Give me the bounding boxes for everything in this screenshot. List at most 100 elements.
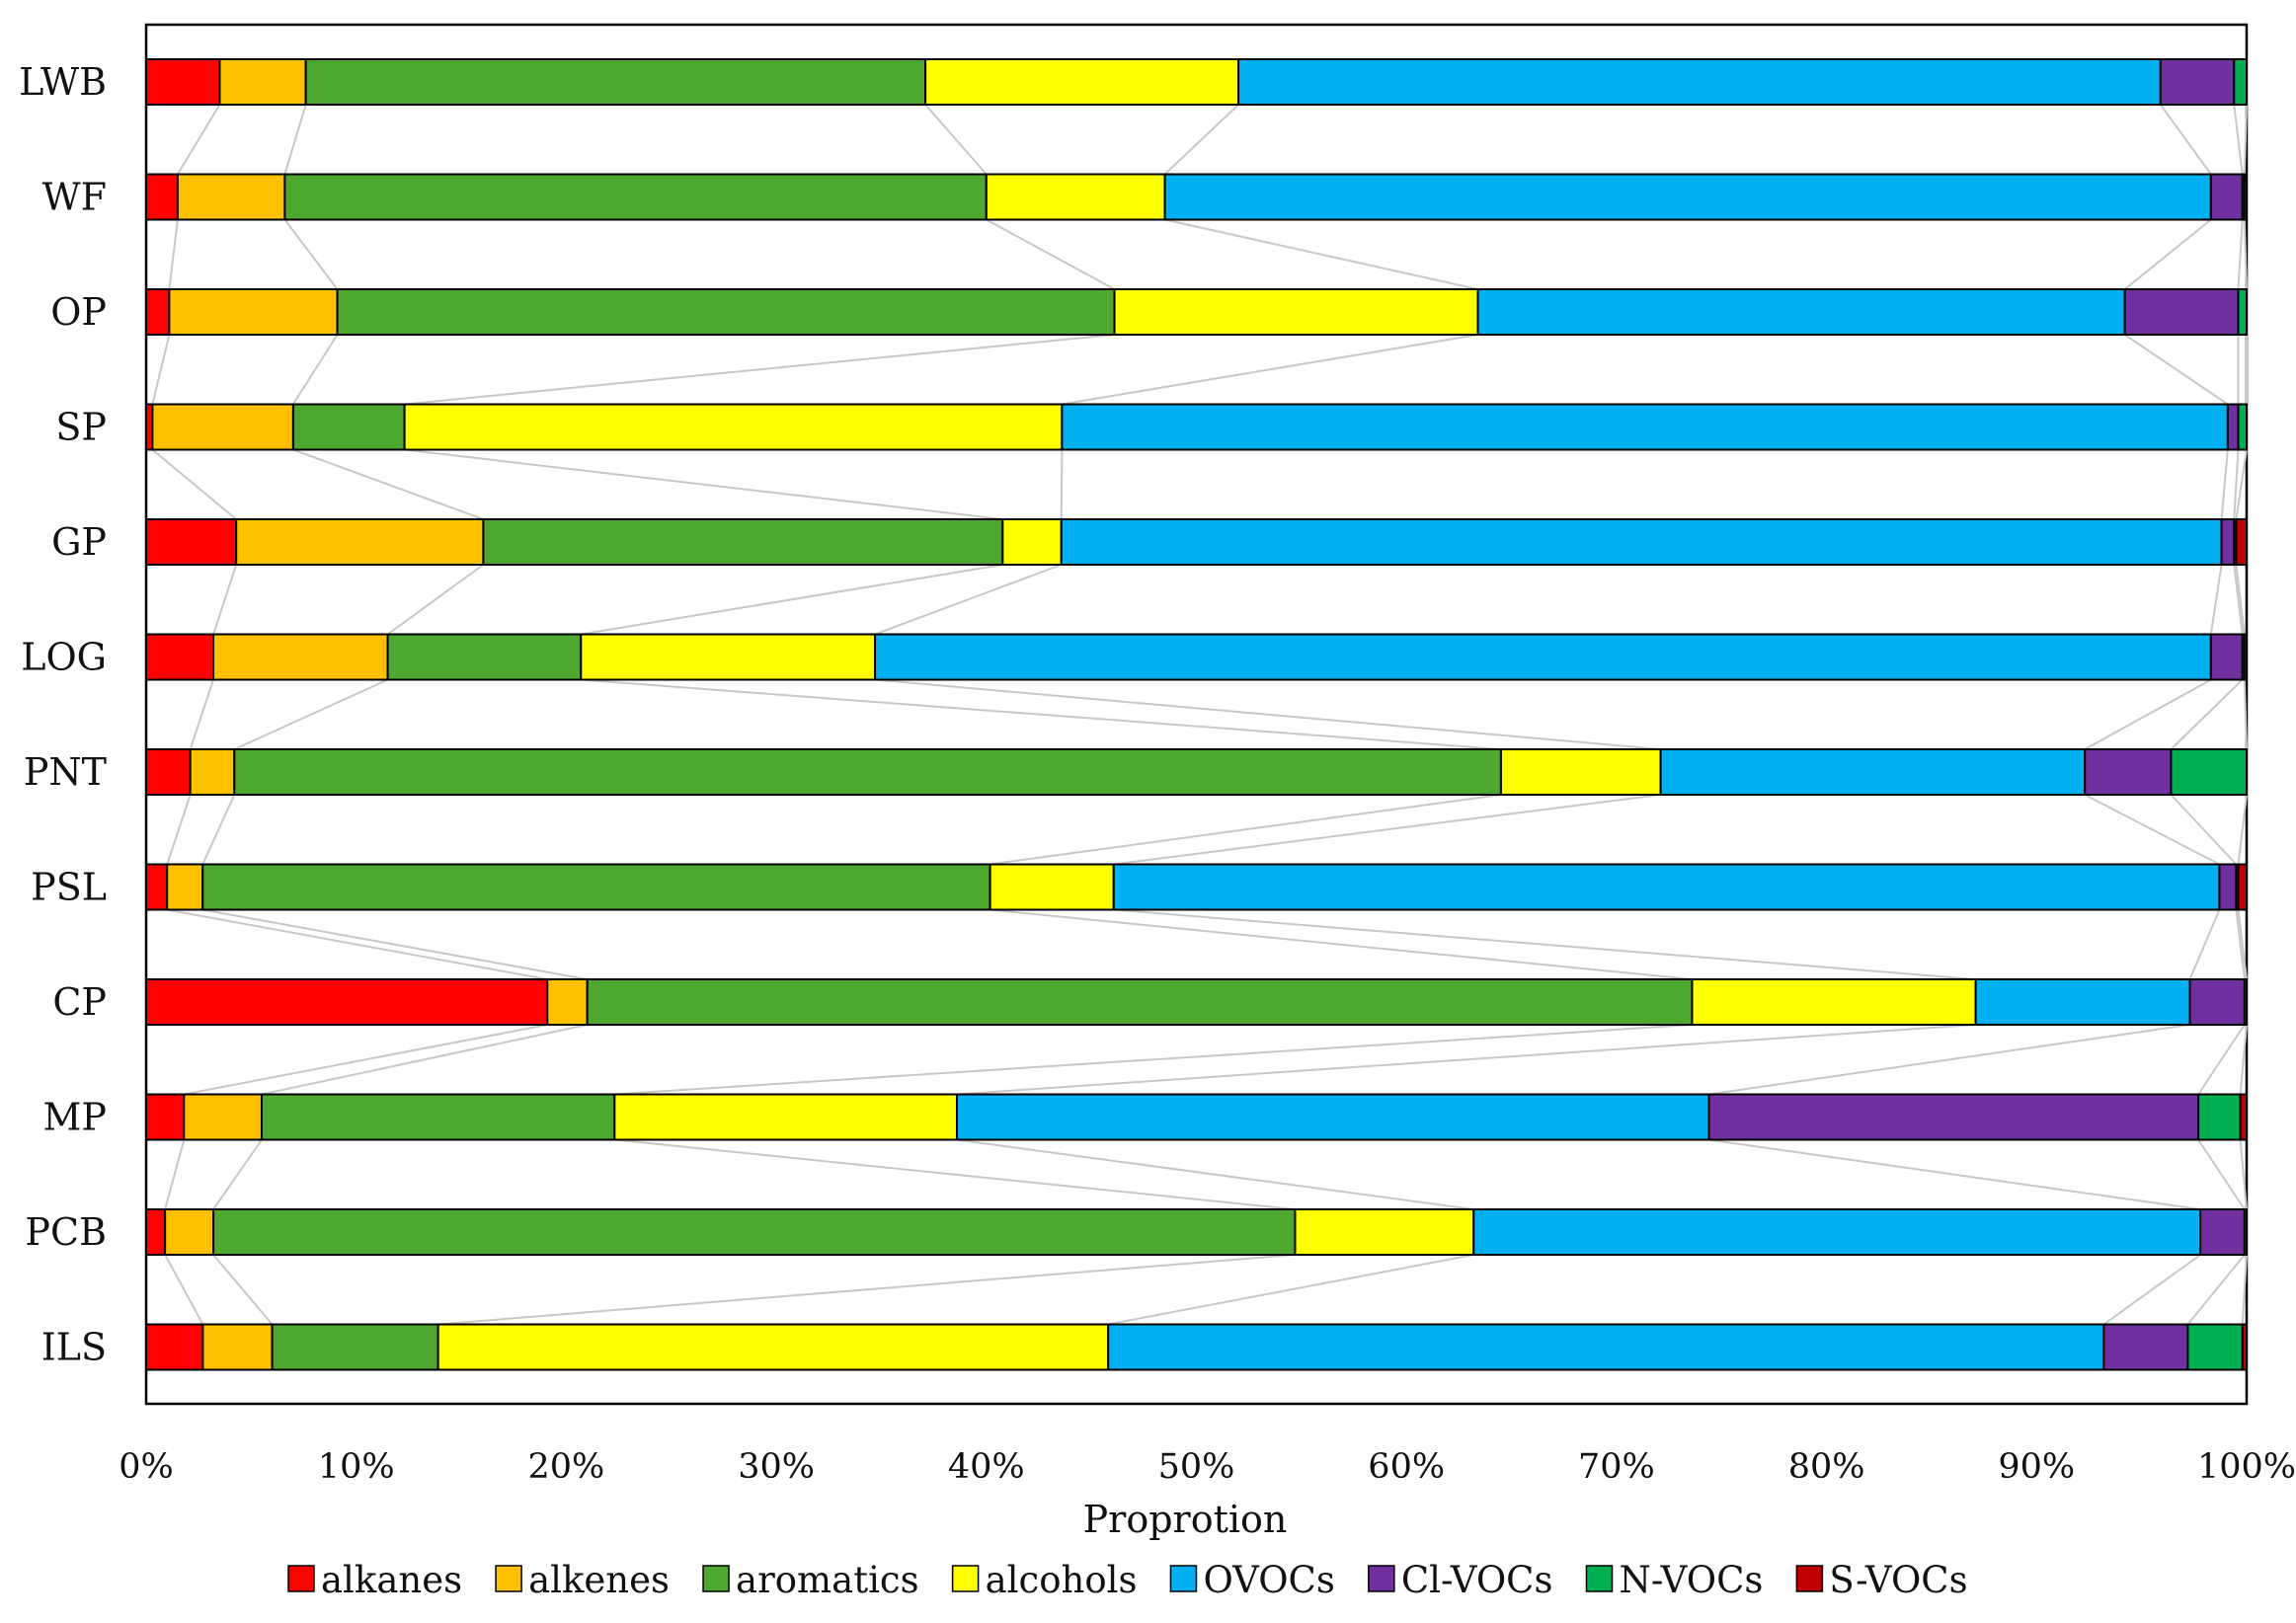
connector-line	[2239, 1024, 2248, 1095]
connector-line	[1708, 1138, 2201, 1210]
category-label-pcb: PCB	[25, 1210, 107, 1254]
x-tick-label: 50%	[1158, 1447, 1235, 1487]
connector-line	[437, 1254, 1296, 1326]
bar-segment-log-cl-vocs	[2209, 633, 2244, 681]
bar-segment-wf-cl-vocs	[2209, 173, 2244, 221]
connector-line	[2159, 104, 2212, 176]
bar-segment-gp-s-vocs	[2235, 518, 2248, 566]
bar-segment-lwb-alkanes	[145, 58, 221, 106]
category-label-lwb: LWB	[19, 60, 107, 104]
bar-segment-psl-alkenes	[166, 863, 204, 911]
bar-segment-log-ovocs	[874, 633, 2212, 681]
connector-lines	[151, 104, 2248, 1326]
connector-line	[2243, 104, 2248, 175]
bar-segment-op-cl-vocs	[2123, 288, 2240, 336]
bar-segment-op-ovocs	[1476, 288, 2126, 336]
connector-line	[2124, 218, 2212, 290]
connector-line	[990, 794, 1502, 866]
bar-segment-cp-alkanes	[145, 978, 549, 1026]
category-label-sp: SP	[55, 406, 107, 449]
connector-line	[2084, 794, 2220, 866]
bar-segment-wf-aromatics	[283, 173, 988, 221]
connector-line	[261, 1024, 588, 1096]
bar-segment-log-s-vocs	[2243, 633, 2249, 681]
bar-segment-log-alkenes	[212, 633, 389, 681]
bar-segment-psl-alkanes	[145, 863, 169, 911]
connector-line	[2209, 564, 2223, 635]
connector-line	[2241, 1254, 2248, 1325]
x-tick-label: 60%	[1368, 1447, 1445, 1487]
bar-segment-cp-n-vocs	[2243, 978, 2249, 1026]
bar-segment-pnt-n-vocs	[2170, 748, 2248, 796]
legend-swatch-aromatics	[702, 1565, 730, 1592]
connector-line	[2084, 678, 2212, 750]
connector-line	[2233, 564, 2244, 635]
category-label-psl: PSL	[31, 866, 107, 909]
bar-segment-gp-cl-vocs	[2220, 518, 2236, 566]
bar-segment-log-aromatics	[386, 633, 583, 681]
bar-segment-ils-ovocs	[1107, 1323, 2105, 1371]
category-label-cp: CP	[52, 980, 107, 1024]
connector-line	[2243, 219, 2248, 290]
connector-line	[283, 104, 307, 175]
bar-segment-op-aromatics	[336, 288, 1116, 336]
connector-line	[2235, 909, 2246, 980]
connector-line	[614, 1138, 1296, 1210]
bar-segment-mp-alkanes	[145, 1093, 186, 1141]
bar-segment-ils-alcohols	[436, 1323, 1110, 1371]
connector-line	[2239, 1139, 2248, 1210]
bar-segment-pcb-alkenes	[164, 1208, 215, 1256]
bar-segment-ils-cl-vocs	[2102, 1323, 2189, 1371]
category-label-gp: GP	[51, 520, 107, 564]
category-label-log: LOG	[21, 636, 107, 679]
connector-line	[283, 218, 339, 290]
bar-segment-ils-s-vocs	[2241, 1323, 2249, 1371]
connector-line	[956, 1138, 1474, 1210]
connector-line	[1164, 218, 1478, 290]
bar-segment-mp-s-vocs	[2239, 1093, 2248, 1141]
bar-segment-op-n-vocs	[2237, 288, 2248, 336]
connector-line	[164, 1254, 204, 1325]
bar-segment-cp-cl-vocs	[2188, 978, 2246, 1026]
bar-segment-ils-alkanes	[145, 1323, 204, 1371]
connector-line	[292, 334, 339, 406]
legend-swatch-cl-vocs	[1368, 1565, 1395, 1592]
bar-segment-mp-alkenes	[183, 1093, 263, 1141]
bar-segment-mp-alcohols	[613, 1093, 959, 1141]
bar-segment-mp-cl-vocs	[1707, 1093, 2200, 1141]
bar-segment-pcb-n-vocs	[2243, 1208, 2249, 1256]
x-tick-label: 40%	[948, 1447, 1025, 1487]
connector-line	[1708, 1024, 2190, 1096]
bars-group	[145, 58, 2249, 1371]
bar-segment-pnt-ovocs	[1659, 748, 2087, 796]
connector-line	[151, 334, 171, 405]
x-tick-label: 90%	[1998, 1447, 2075, 1487]
category-label-op: OP	[50, 290, 107, 334]
bar-segment-pcb-aromatics	[212, 1208, 1297, 1256]
legend-swatch-alkanes	[287, 1565, 315, 1592]
bar-segment-sp-ovocs	[1061, 403, 2229, 451]
bar-segment-sp-cl-vocs	[2226, 403, 2240, 451]
bar-segment-psl-ovocs	[1112, 863, 2221, 911]
x-tick-label: 100%	[2197, 1447, 2296, 1487]
connector-line	[167, 908, 548, 980]
connector-line	[2237, 909, 2248, 980]
bar-segment-lwb-alkenes	[218, 58, 307, 106]
connector-line	[2233, 104, 2244, 175]
connector-line	[2233, 449, 2240, 520]
plot-frame	[144, 23, 2249, 1406]
connector-line	[581, 678, 1501, 750]
connector-line	[2197, 1138, 2246, 1210]
bar-segment-psl-alcohols	[989, 863, 1115, 911]
bar-segment-cp-alkenes	[546, 978, 589, 1026]
bar-segment-wf-alkenes	[176, 173, 286, 221]
x-axis-ticks: 0% 10% 20% 30% 40% 50% 60% 70% 80% 90% 100%	[119, 1447, 2296, 1487]
connector-line	[874, 564, 1063, 636]
connector-line	[924, 104, 988, 176]
bar-segment-psl-s-vocs	[2237, 863, 2248, 911]
bar-segment-ils-n-vocs	[2186, 1323, 2244, 1371]
x-tick-label: 10%	[318, 1447, 395, 1487]
connector-line	[2124, 334, 2229, 406]
connector-line	[2188, 909, 2221, 980]
legend-swatch-s-vocs	[1795, 1565, 1824, 1592]
